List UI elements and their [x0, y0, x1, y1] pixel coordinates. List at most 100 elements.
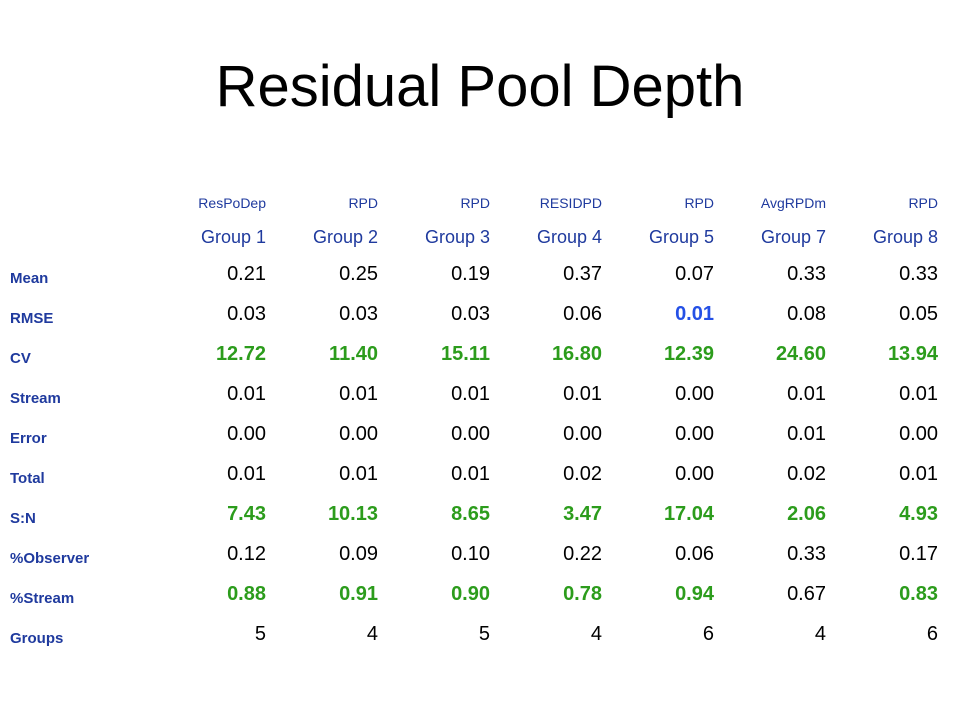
table-row: Stream 0.01 0.01 0.01 0.01 0.00 0.01 0.01	[8, 374, 938, 414]
column-code-header: RESIDPD	[539, 195, 602, 211]
table-cell: 5	[478, 622, 490, 645]
table-cell: 4	[366, 622, 378, 645]
table-cell: 0.05	[899, 302, 938, 325]
table-cell: 4	[590, 622, 602, 645]
table-cell: 2.06	[787, 502, 826, 525]
table-cell: 16.80	[551, 342, 602, 365]
table-cell: 13.94	[887, 342, 938, 365]
table-cell: 12.39	[663, 342, 714, 365]
table-cell: 0.01	[227, 462, 266, 485]
column-group-header: Group 3	[424, 226, 490, 247]
row-label: %Observer	[10, 550, 90, 567]
column-code-header: RPD	[460, 195, 490, 211]
row-label: S:N	[10, 510, 36, 527]
table-cell: 0.12	[227, 542, 266, 565]
table-row: S:N 7.43 10.13 8.65 3.47 17.04 2.06 4.93	[8, 494, 938, 534]
column-group-header: Group 7	[760, 226, 826, 247]
row-label-cell: Total	[8, 454, 154, 494]
table-cell: 12.72	[215, 342, 266, 365]
table-cell: 0.10	[451, 542, 490, 565]
column-code-row: ResPoDep RPD RPD RESIDPD RPD AvgRPDm RPD	[8, 186, 938, 220]
table-cell: 0.02	[787, 462, 826, 485]
table-cell: 0.03	[339, 302, 378, 325]
table-row: CV 12.72 11.40 15.11 16.80 12.39 24.60 13.94	[8, 334, 938, 374]
row-label-cell: %Stream	[8, 574, 154, 614]
column-group-header: Group 1	[200, 226, 266, 247]
column-group-corner	[8, 220, 154, 254]
table-cell: 0.00	[339, 422, 378, 445]
table-cell: 0.00	[675, 462, 714, 485]
table-cell: 0.01	[787, 382, 826, 405]
stats-table-body: ResPoDep RPD RPD RESIDPD RPD AvgRPDm RPD Group …	[8, 186, 938, 654]
row-label-cell: RMSE	[8, 294, 154, 334]
table-row: Groups 5 4 5 4 6 4 6	[8, 614, 938, 654]
column-code-header: ResPoDep	[198, 195, 266, 211]
table-cell: 6	[926, 622, 938, 645]
table-cell: 24.60	[775, 342, 826, 365]
table-cell: 0.01	[563, 382, 602, 405]
table-row: %Stream 0.88 0.91 0.90 0.78 0.94 0.67 0.83	[8, 574, 938, 614]
table-cell: 0.07	[675, 262, 714, 285]
table-row: Mean 0.21 0.25 0.19 0.37 0.07 0.33 0.33	[8, 254, 938, 294]
table-cell: 10.13	[327, 502, 378, 525]
table-cell: 0.00	[227, 422, 266, 445]
row-label: RMSE	[10, 310, 54, 327]
table-cell: 0.02	[563, 462, 602, 485]
table-cell: 0.90	[451, 582, 490, 605]
table-cell: 6	[702, 622, 714, 645]
column-code-header: RPD	[908, 195, 938, 211]
table-cell: 4.93	[899, 502, 938, 525]
table-cell: 0.01	[339, 382, 378, 405]
table-cell: 0.00	[675, 422, 714, 445]
table-cell: 0.01	[339, 462, 378, 485]
table-cell: 0.06	[563, 302, 602, 325]
table-cell: 0.78	[563, 582, 602, 605]
table-row: Error 0.00 0.00 0.00 0.00 0.00 0.01 0.00	[8, 414, 938, 454]
table-cell: 0.17	[899, 542, 938, 565]
row-label: Error	[10, 430, 47, 447]
table-cell: 0.67	[787, 582, 826, 605]
table-cell: 7.43	[227, 502, 266, 525]
table-cell: 0.91	[339, 582, 378, 605]
table-row: %Observer 0.12 0.09 0.10 0.22 0.06 0.33 0.17	[8, 534, 938, 574]
table-cell: 3.47	[563, 502, 602, 525]
table-cell: 17.04	[663, 502, 714, 525]
table-cell: 0.00	[451, 422, 490, 445]
table-cell: 0.33	[787, 262, 826, 285]
table-cell: 0.01	[899, 462, 938, 485]
table-cell: 0.21	[227, 262, 266, 285]
table-cell: 5	[254, 622, 266, 645]
stats-table: ResPoDep RPD RPD RESIDPD RPD AvgRPDm RPD Group …	[8, 186, 938, 654]
table-cell: 0.00	[675, 382, 714, 405]
table-cell: 0.83	[899, 582, 938, 605]
table-cell: 4	[814, 622, 826, 645]
column-code-header: AvgRPDm	[760, 195, 826, 211]
table-row: RMSE 0.03 0.03 0.03 0.06 0.01 0.08 0.05	[8, 294, 938, 334]
table-cell: 0.03	[227, 302, 266, 325]
column-group-header: Group 8	[872, 226, 938, 247]
column-code-header: RPD	[684, 195, 714, 211]
table-cell: 0.33	[899, 262, 938, 285]
table-cell: 0.25	[339, 262, 378, 285]
column-code-header: RPD	[348, 195, 378, 211]
row-label-cell: Stream	[8, 374, 154, 414]
table-cell: 0.88	[227, 582, 266, 605]
column-code-corner	[8, 186, 154, 220]
row-label: Total	[10, 470, 45, 487]
table-cell: 0.01	[451, 382, 490, 405]
table-cell: 0.22	[563, 542, 602, 565]
row-label-cell: Error	[8, 414, 154, 454]
table-cell: 0.19	[451, 262, 490, 285]
table-cell: 0.03	[451, 302, 490, 325]
table-cell: 0.94	[675, 582, 714, 605]
table-cell: 0.01	[227, 382, 266, 405]
table-cell: 0.01	[451, 462, 490, 485]
page-title: Residual Pool Depth	[215, 54, 745, 119]
column-group-header: Group 5	[648, 226, 714, 247]
row-label-cell: Mean	[8, 254, 154, 294]
table-cell: 15.11	[441, 342, 490, 365]
table-cell: 0.01	[787, 422, 826, 445]
table-cell: 0.00	[899, 422, 938, 445]
table-cell: 0.01	[899, 382, 938, 405]
